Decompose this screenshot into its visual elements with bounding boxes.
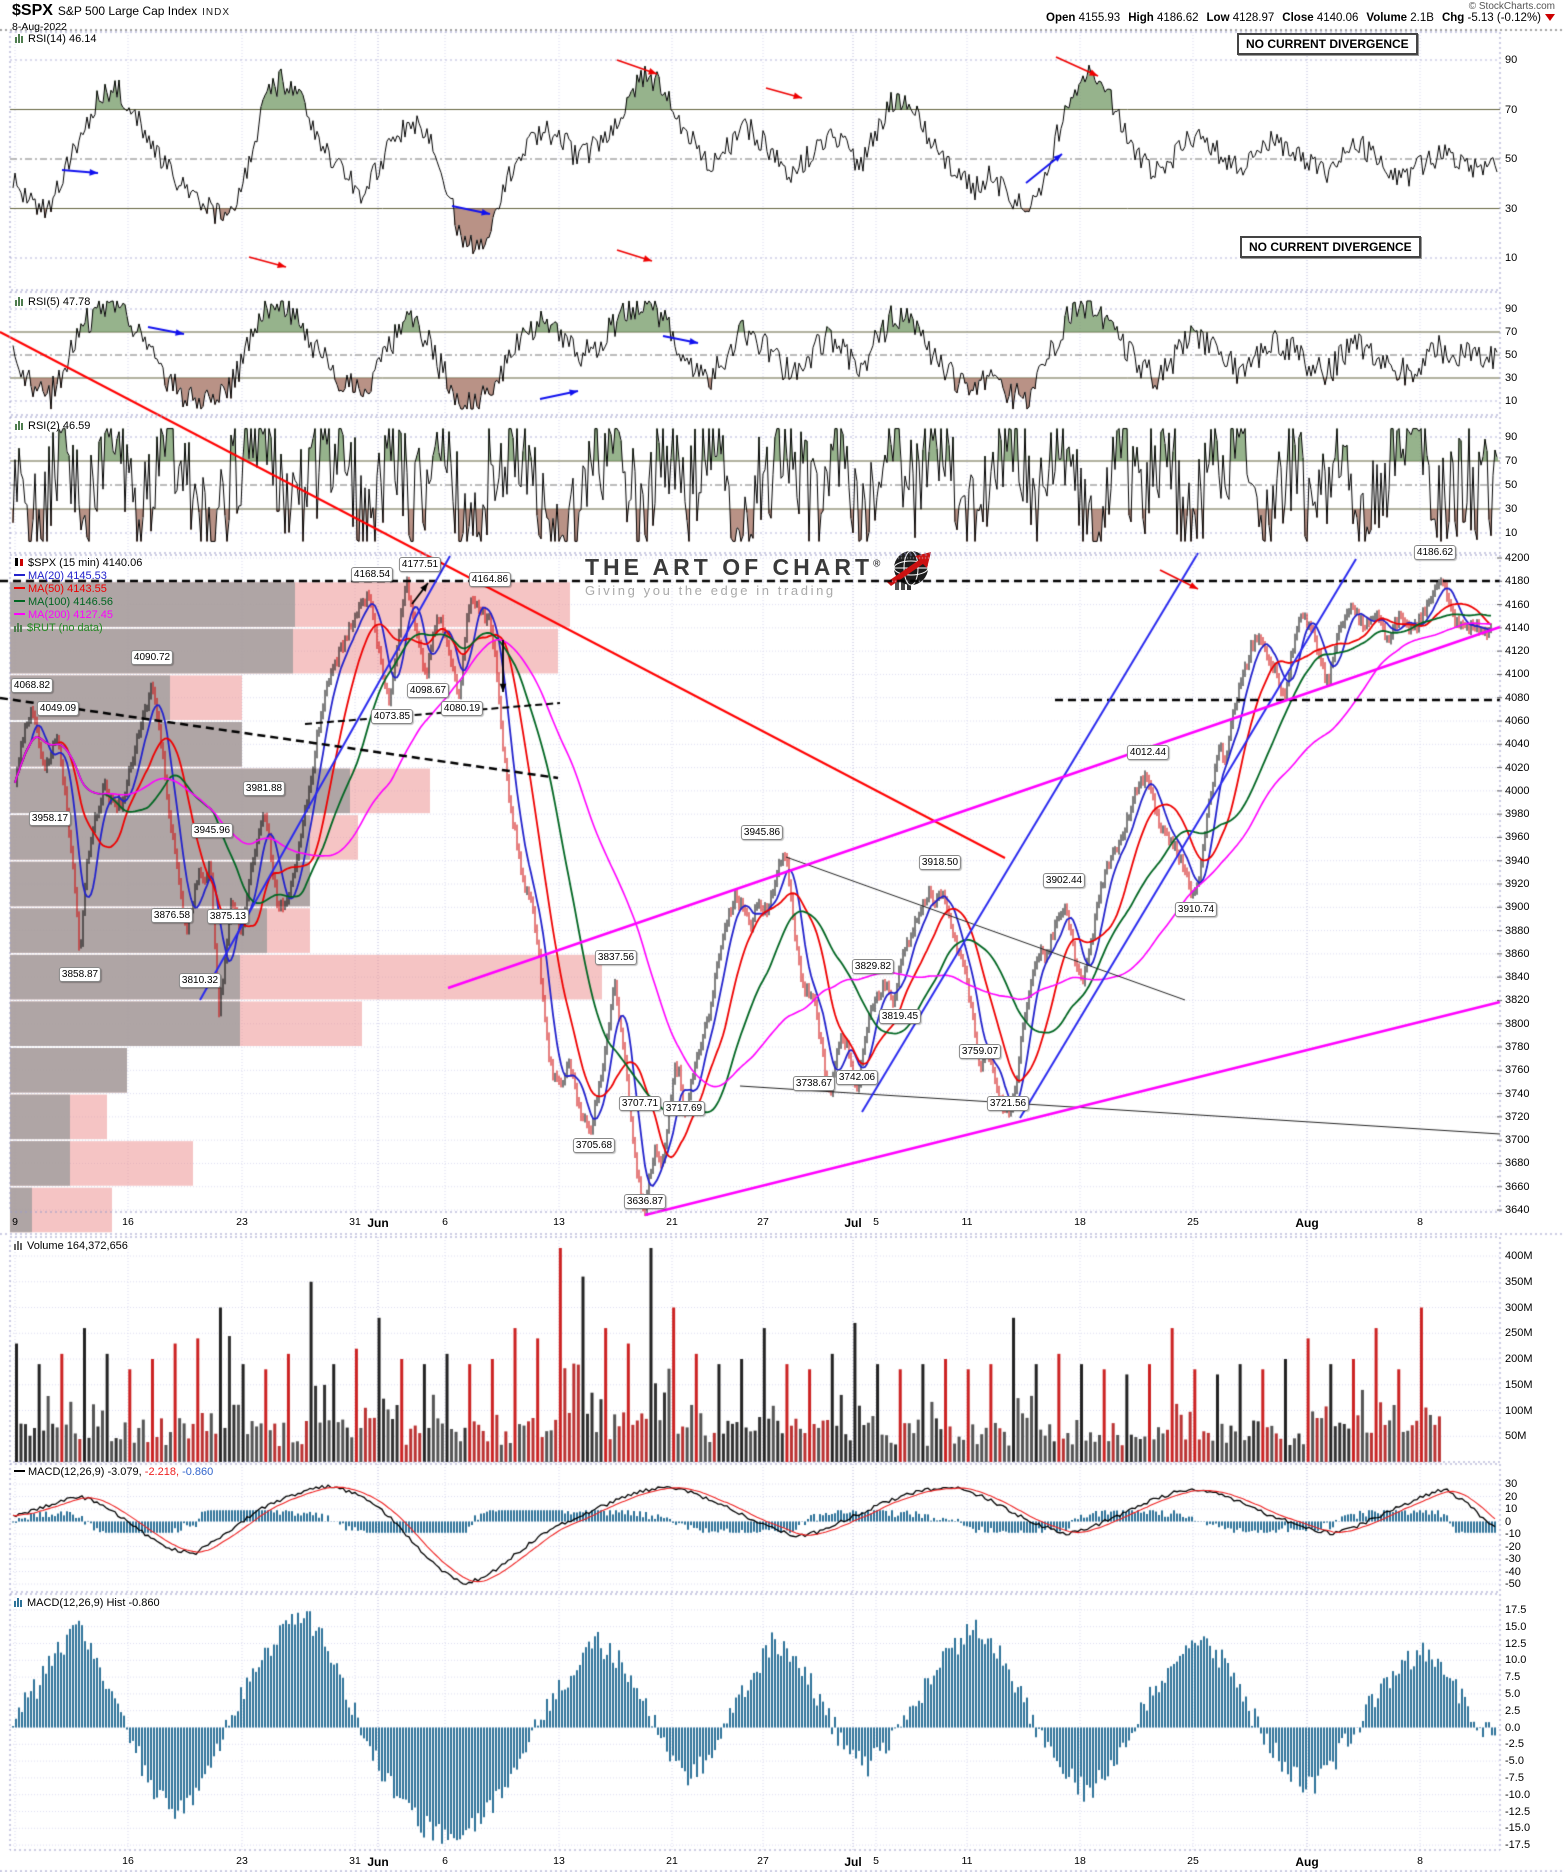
ohlc-value: 4128.97 xyxy=(1229,12,1275,24)
legend-ma20: MA(20) 4145.53 xyxy=(14,570,107,582)
legend-ma50: MA(50) 4143.55 xyxy=(14,583,107,595)
ohlc-key: High xyxy=(1128,12,1154,24)
divergence-note-rsi5: NO CURRENT DIVERGENCE xyxy=(1240,236,1421,258)
macd-hist-label: MACD(12,26,9) Hist -0.860 xyxy=(14,1597,160,1609)
rsi2-label: RSI(2) 46.59 xyxy=(15,420,90,432)
ohlc-key: Chg xyxy=(1441,12,1465,24)
rsi14-label: RSI(14) 46.14 xyxy=(15,33,96,45)
legend-spx: $SPX (15 min) 4140.06 xyxy=(14,557,142,569)
rsi5-label: RSI(5) 47.78 xyxy=(15,296,90,308)
change-down-arrow-icon[interactable] xyxy=(1545,14,1555,22)
divergence-note-rsi14: NO CURRENT DIVERGENCE xyxy=(1237,33,1418,55)
ohlc-key: Volume xyxy=(1366,12,1408,24)
chart-date: 8-Aug-2022 xyxy=(12,21,67,33)
ohlc-value: 2.1B xyxy=(1407,12,1434,24)
header-left: $SPX S&P 500 Large Cap Index INDX 8-Aug-20… xyxy=(12,2,230,33)
ohlc-value: -5.13 (-0.12%) xyxy=(1464,12,1541,24)
ohlc-key: Close xyxy=(1282,12,1314,24)
legend-ma100: MA(100) 4146.56 xyxy=(14,596,113,608)
copyright: © StockCharts.com xyxy=(1468,1,1555,12)
ohlc-value: 4155.93 xyxy=(1075,12,1121,24)
macd-label: MACD(12,26,9) -3.079, -2.218, -0.860 xyxy=(14,1466,213,1478)
legend-rut: $RUT (no data) xyxy=(14,622,103,634)
index-name: S&P 500 Large Cap Index xyxy=(57,4,198,18)
header: $SPX S&P 500 Large Cap Index INDX 8-Aug-20… xyxy=(0,0,1565,33)
ohlc-value: 4186.62 xyxy=(1153,12,1199,24)
ohlc-readout: Open 4155.93 High 4186.62 Low 4128.97 Close… xyxy=(1038,12,1555,24)
ohlc-value: 4140.06 xyxy=(1313,12,1359,24)
volume-label: Volume 164,372,656 xyxy=(14,1240,128,1252)
ohlc-key: Low xyxy=(1206,12,1230,24)
legend-ma200: MA(200) 4127.45 xyxy=(14,609,113,621)
ticker-symbol: $SPX xyxy=(12,2,53,19)
exchange-label: INDX xyxy=(202,7,231,18)
ohlc-key: Open xyxy=(1046,12,1076,24)
